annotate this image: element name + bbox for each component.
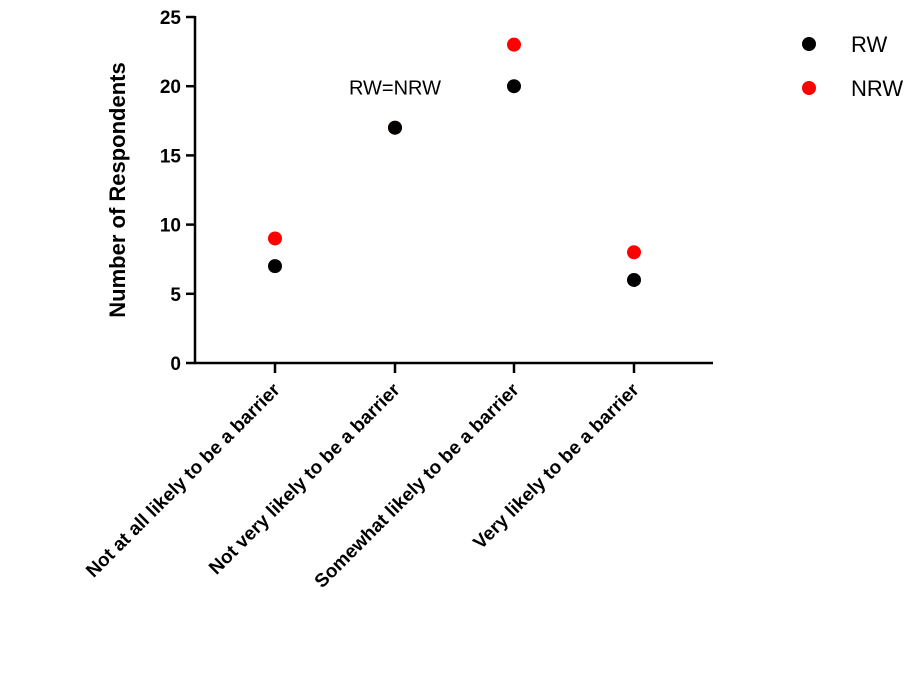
- y-axis-label: Number of Respondents: [105, 62, 130, 317]
- y-tick-label: 15: [160, 146, 182, 167]
- legend-marker-rw: [802, 37, 816, 51]
- data-point-rw: [268, 259, 282, 274]
- x-tick-label: Not very likely to be a barrier: [205, 379, 405, 579]
- y-tick-label: 20: [160, 77, 181, 98]
- annotations: RW=NRW: [349, 78, 441, 100]
- legend-marker-nrw: [802, 81, 816, 95]
- data-points: [268, 37, 641, 287]
- data-point-nrw: [268, 231, 282, 246]
- y-tick-label: 5: [170, 285, 181, 306]
- y-tick-label: 10: [160, 216, 181, 237]
- y-ticks: 0 5 10 15 20 25: [160, 8, 195, 375]
- data-point-rw: [388, 120, 402, 135]
- x-tick-label: Somewhat likely to be a barrier: [311, 379, 524, 592]
- axes: [193, 16, 713, 365]
- legend: RW NRW: [802, 32, 903, 101]
- annotation-label: RW=NRW: [349, 78, 441, 100]
- y-tick-label: 25: [160, 8, 182, 29]
- x-tick-label: Not at all likely to be a barrier: [82, 379, 285, 582]
- data-point-rw: [627, 272, 641, 287]
- y-tick-label: 0: [170, 354, 181, 375]
- data-point-nrw: [627, 245, 641, 260]
- data-point-nrw: [507, 37, 521, 52]
- data-point-rw: [507, 79, 521, 94]
- legend-label-nrw: NRW: [851, 76, 903, 101]
- legend-label-rw: RW: [851, 32, 887, 57]
